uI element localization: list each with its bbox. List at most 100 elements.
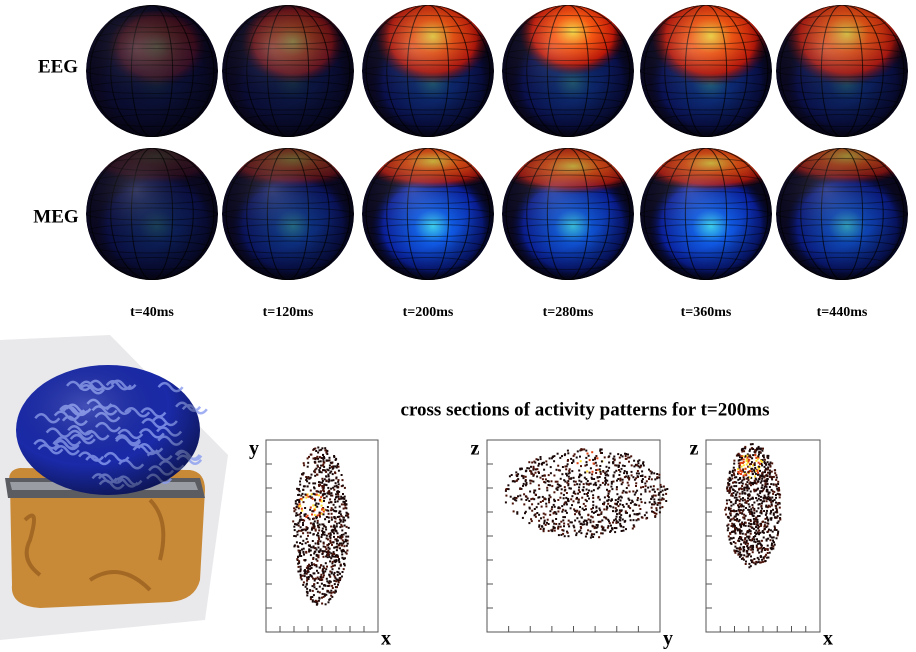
activity-point <box>525 470 527 472</box>
activity-point <box>505 501 507 503</box>
activity-point <box>574 510 576 512</box>
activity-point <box>760 524 762 526</box>
activity-point <box>597 476 599 478</box>
activity-point <box>592 521 594 523</box>
activity-point <box>307 570 309 572</box>
activity-point <box>570 488 572 490</box>
activity-point <box>336 543 338 545</box>
activity-point <box>608 525 610 527</box>
activity-point <box>542 500 544 502</box>
activity-point <box>319 598 321 600</box>
activity-point <box>341 474 343 476</box>
activity-point <box>616 516 618 518</box>
activity-point <box>341 553 343 555</box>
activity-point <box>314 520 316 522</box>
activity-point <box>738 540 740 542</box>
activity-point <box>316 566 318 568</box>
activity-point <box>753 536 755 538</box>
activity-point <box>750 519 752 521</box>
activity-point <box>508 488 510 490</box>
activity-point <box>329 493 331 495</box>
activity-point <box>337 463 339 465</box>
activity-point <box>561 455 563 457</box>
activity-point <box>326 551 328 553</box>
activity-point <box>512 480 514 482</box>
activity-point <box>311 529 313 531</box>
activity-point <box>744 538 746 540</box>
activity-point <box>306 528 308 530</box>
activity-point <box>662 490 664 492</box>
activity-point <box>301 510 303 512</box>
activity-point <box>560 492 562 494</box>
activity-point <box>733 537 735 539</box>
activity-point <box>610 525 612 527</box>
activity-point <box>326 578 328 580</box>
activity-point <box>631 464 633 466</box>
activity-point <box>729 472 731 474</box>
activity-point <box>302 493 304 495</box>
activity-point <box>318 547 320 549</box>
activity-point <box>633 460 635 462</box>
activity-point <box>316 604 318 606</box>
activity-point <box>568 478 570 480</box>
sphere <box>772 131 916 281</box>
activity-point <box>597 526 599 528</box>
activity-point <box>749 454 751 456</box>
activity-point <box>588 490 590 492</box>
activity-point <box>533 468 535 470</box>
activity-point <box>767 455 769 457</box>
activity-point <box>531 520 533 522</box>
activity-point <box>747 519 749 521</box>
activity-point <box>345 536 347 538</box>
activity-point <box>599 499 601 501</box>
activity-point <box>557 481 559 483</box>
activity-point <box>525 480 527 482</box>
activity-point <box>339 578 341 580</box>
activity-point <box>758 462 760 464</box>
activity-point <box>551 506 553 508</box>
activity-point <box>738 465 740 467</box>
activity-point <box>759 470 761 472</box>
activity-point <box>323 500 325 502</box>
activity-point <box>625 491 627 493</box>
activity-point <box>336 496 338 498</box>
activity-point <box>334 472 336 474</box>
activity-point <box>604 496 606 498</box>
activity-point <box>565 510 567 512</box>
activity-point <box>730 479 732 481</box>
activity-point <box>741 485 743 487</box>
activity-point <box>533 492 535 494</box>
activity-point <box>586 461 588 463</box>
activity-point <box>748 503 750 505</box>
activity-point <box>303 501 305 503</box>
activity-point <box>324 534 326 536</box>
activity-point <box>620 500 622 502</box>
activity-point <box>343 508 345 510</box>
activity-point <box>310 596 312 598</box>
activity-point <box>748 459 750 461</box>
activity-point <box>644 514 646 516</box>
activity-point <box>736 510 738 512</box>
activity-point <box>314 475 316 477</box>
activity-point <box>770 529 772 531</box>
activity-point <box>345 500 347 502</box>
activity-point <box>323 543 325 545</box>
activity-point <box>564 466 566 468</box>
activity-point <box>297 494 299 496</box>
activity-point <box>346 553 348 555</box>
activity-point <box>318 554 320 556</box>
activity-point <box>317 572 319 574</box>
activity-point <box>620 525 622 527</box>
activity-point <box>755 490 757 492</box>
activity-point <box>329 472 331 474</box>
activity-point <box>333 504 335 506</box>
activity-point <box>327 487 329 489</box>
activity-point <box>612 462 614 464</box>
activity-point <box>535 472 537 474</box>
activity-point <box>599 476 601 478</box>
activity-point <box>582 490 584 492</box>
activity-point <box>303 552 305 554</box>
activity-point <box>315 600 317 602</box>
activity-point <box>627 475 629 477</box>
activity-point <box>654 515 656 517</box>
